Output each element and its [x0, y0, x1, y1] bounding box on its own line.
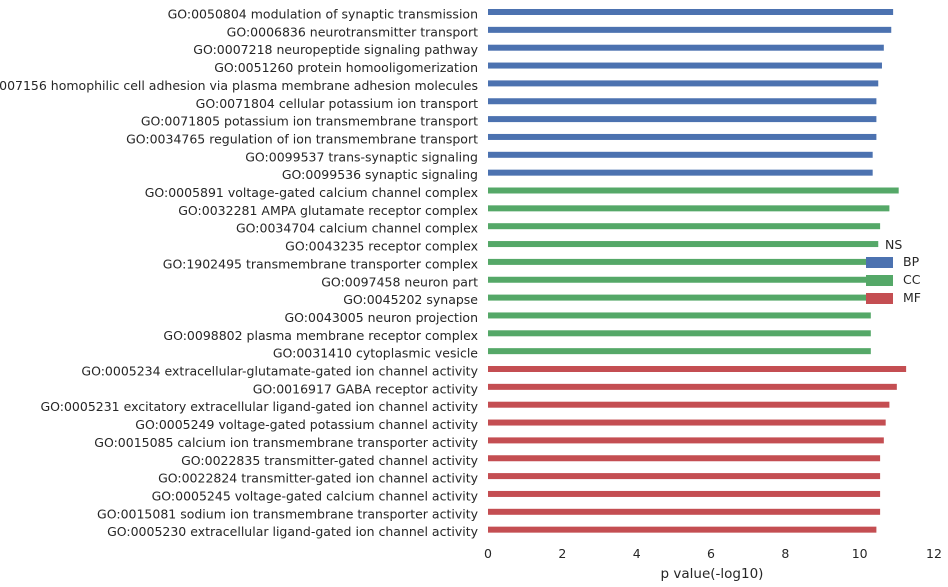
legend-swatch — [866, 293, 893, 304]
category-label: GO:0043235 receptor complex — [285, 239, 478, 254]
category-label: GO:0005245 voltage-gated calcium channel… — [152, 488, 479, 503]
category-label: GO:0034704 calcium channel complex — [236, 221, 478, 236]
legend-swatch — [866, 275, 893, 286]
bar — [488, 419, 886, 426]
bar — [488, 276, 877, 283]
x-tick-label: 0 — [484, 546, 492, 561]
legend-label: CC — [903, 272, 921, 287]
bar — [488, 98, 877, 105]
x-tick-label: 6 — [707, 546, 715, 561]
bar — [488, 223, 881, 230]
category-label: GO:0043005 neuron projection — [284, 310, 478, 325]
bar — [488, 205, 890, 212]
bar — [488, 80, 879, 87]
category-label: GO:0098802 plasma membrane receptor comp… — [163, 328, 478, 343]
category-labels: GO:0050804 modulation of synaptic transm… — [0, 7, 479, 540]
bar — [488, 312, 871, 319]
x-tick-label: 4 — [633, 546, 641, 561]
legend: NS BP CC MF — [866, 237, 921, 305]
category-label: GO:0031410 cytoplasmic vesicle — [273, 346, 478, 361]
legend-label: BP — [903, 254, 920, 269]
bar — [488, 490, 881, 497]
bar — [488, 348, 871, 355]
category-label: GO:0005230 extracellular ligand-gated io… — [107, 524, 479, 539]
category-label: GO:0007218 neuropeptide signaling pathwa… — [193, 42, 478, 57]
bar — [488, 62, 882, 69]
bar — [488, 401, 890, 408]
bar — [488, 241, 879, 248]
x-tick-label: 2 — [558, 546, 566, 561]
bar — [488, 258, 879, 265]
legend-swatch — [866, 257, 893, 268]
category-label: GO:0005249 voltage-gated potassium chann… — [135, 417, 478, 432]
bar — [488, 330, 871, 337]
category-label: GO:0015081 sodium ion transmembrane tran… — [97, 506, 479, 521]
category-label: GO:0005234 extracellular-glutamate-gated… — [81, 364, 478, 379]
bar — [488, 116, 877, 123]
bar — [488, 169, 873, 176]
category-label: GO:0005231 excitatory extracellular liga… — [40, 399, 478, 414]
bars — [488, 9, 907, 533]
legend-title: NS — [885, 237, 902, 252]
bar — [488, 294, 875, 301]
bar — [488, 151, 873, 158]
category-label: GO:0071804 cellular potassium ion transp… — [196, 96, 478, 111]
category-label: GO:0022835 transmitter-gated channel act… — [181, 453, 478, 468]
bar — [488, 44, 884, 51]
x-tick-label: 12 — [926, 546, 942, 561]
category-label: GO:0034765 regulation of ion transmembra… — [126, 131, 478, 146]
category-label: GO:0050804 modulation of synaptic transm… — [168, 7, 478, 22]
bar — [488, 437, 884, 444]
category-label: GO:0032281 AMPA glutamate receptor compl… — [178, 203, 478, 218]
category-label: GO:0005891 voltage-gated calcium channel… — [145, 185, 478, 200]
bar — [488, 26, 892, 33]
x-axis: p value(-log10) 0 2 4 6 8 10 12 — [484, 546, 942, 582]
bar — [488, 9, 894, 15]
category-label: GO:0006836 neurotransmitter transport — [227, 24, 478, 39]
bar — [488, 133, 877, 140]
x-tick-label: 8 — [781, 546, 789, 561]
bar — [488, 473, 881, 480]
bar — [488, 455, 881, 462]
x-tick-label: 10 — [852, 546, 868, 561]
category-label: GO:0016917 GABA receptor activity — [253, 381, 479, 396]
category-label: GO:0045202 synapse — [343, 292, 478, 307]
category-label: GO:0051260 protein homooligomerization — [214, 60, 478, 75]
bar — [488, 187, 899, 194]
bar — [488, 366, 907, 372]
legend-label: MF — [903, 290, 921, 305]
category-label: GO:0015085 calcium ion transmembrane tra… — [94, 435, 478, 450]
bar — [488, 508, 881, 515]
category-label: GO:0097458 neuron part — [321, 274, 478, 289]
category-label: GO:0099537 trans-synaptic signaling — [245, 149, 478, 164]
bar — [488, 526, 877, 533]
bar — [488, 383, 897, 390]
category-label: GO:0071805 potassium ion transmembrane t… — [141, 114, 478, 129]
category-label: GO:0007156 homophilic cell adhesion via … — [0, 78, 478, 93]
category-label: GO:0022824 transmitter-gated ion channel… — [158, 471, 479, 486]
x-axis-label: p value(-log10) — [661, 566, 764, 582]
category-label: GO:1902495 transmembrane transporter com… — [163, 256, 478, 271]
category-label: GO:0099536 synaptic signaling — [282, 167, 478, 182]
